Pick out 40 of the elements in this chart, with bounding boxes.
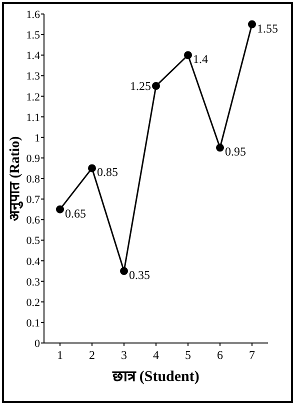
point xyxy=(56,205,64,214)
y-axis-title: अनुपात (Ratio) xyxy=(8,136,24,221)
y-tick-label: 0.2 xyxy=(26,296,40,309)
y-tick-label: 0.3 xyxy=(26,276,40,288)
point xyxy=(248,20,256,28)
x-tick-label: 1 xyxy=(57,348,63,362)
data-label: 0.35 xyxy=(129,268,150,282)
y-tick-label: 0.5 xyxy=(26,235,40,248)
y-tick-label: 0 xyxy=(34,338,40,350)
x-tick-label: 3 xyxy=(121,348,127,362)
y-tick-label: 1.4 xyxy=(26,50,40,62)
point xyxy=(120,267,128,276)
data-label: 0.65 xyxy=(65,206,86,220)
y-tick-label: 1 xyxy=(34,132,40,144)
x-tick-label: 6 xyxy=(217,348,223,362)
y-tick-label: 0.1 xyxy=(26,317,40,330)
y-tick-label: 1.2 xyxy=(26,91,40,104)
data-label: 1.4 xyxy=(193,52,208,66)
y-tick-label: 0.8 xyxy=(26,174,40,186)
y-tick-label: 0.4 xyxy=(26,256,40,268)
y-tick-label: 1.5 xyxy=(26,30,40,42)
point xyxy=(216,144,224,152)
data-label: 1.25 xyxy=(130,78,151,93)
point xyxy=(152,82,160,90)
data-label: 1.55 xyxy=(257,21,278,36)
x-tick-label: 7 xyxy=(249,348,255,362)
x-tick-label: 2 xyxy=(89,348,95,362)
y-tick-label: 1.1 xyxy=(26,112,40,124)
point xyxy=(184,51,192,60)
x-tick-label: 5 xyxy=(185,348,191,362)
y-tick-label: 0.7 xyxy=(26,194,40,206)
y-tick-label: 1.6 xyxy=(26,9,40,21)
y-tick-label: 0.9 xyxy=(26,152,40,165)
y-tick-label: 0.6 xyxy=(26,214,40,227)
point xyxy=(88,164,96,172)
data-label: 0.85 xyxy=(97,165,118,180)
x-axis-title: छात्र (Student) xyxy=(112,369,200,385)
data-label: 0.95 xyxy=(225,144,246,159)
y-tick-label: 1.3 xyxy=(26,70,40,83)
x-tick-label: 4 xyxy=(153,348,159,362)
